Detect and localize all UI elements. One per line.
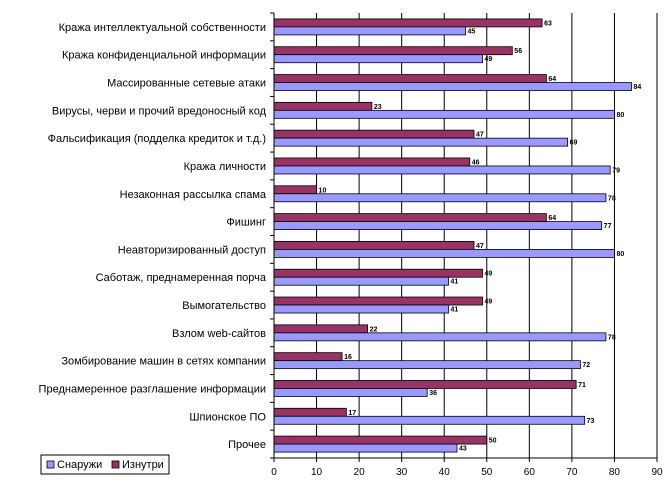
bar-inside-8: [273, 241, 475, 250]
bar-inside-15: [273, 435, 488, 445]
value-label-outside-6: 78: [608, 195, 616, 202]
category-label-2: Массированные сетевые атаки: [107, 78, 266, 90]
category-label-3: Вирусы, черви и прочий вредоносный код: [52, 105, 267, 117]
bar-outside-1: [273, 54, 483, 64]
bar-outside-13: [273, 388, 428, 397]
legend-box: [40, 454, 170, 475]
value-label-inside-10: 49: [485, 299, 493, 306]
category-label-9: Саботаж, преднамеренная порча: [96, 272, 267, 284]
legend-label-1: Изнутри: [122, 459, 164, 471]
bar-inside-2: [273, 74, 547, 83]
category-label-12: Зомбирование машин в сетях компании: [61, 356, 266, 368]
value-label-inside-15: 50: [489, 438, 497, 445]
category-label-7: Фишинг: [226, 217, 266, 229]
category-label-15: Прочее: [228, 439, 266, 451]
bar-inside-13: [273, 380, 577, 389]
value-label-inside-2: 64: [548, 76, 556, 83]
axes-group: Кража интеллектуальной собственности Краж…: [39, 12, 663, 478]
category-label-14: Шпионское ПО: [189, 411, 266, 423]
value-label-outside-9: 41: [450, 279, 458, 286]
value-label-outside-10: 41: [450, 307, 458, 314]
value-label-outside-4: 69: [570, 140, 578, 147]
category-label-0: Кража интеллектуальной собственности: [59, 22, 266, 34]
x-tick-label-70: 70: [566, 467, 578, 478]
x-tick-label-10: 10: [311, 467, 323, 478]
bar-outside-7: [273, 221, 603, 230]
value-label-inside-0: 63: [544, 20, 552, 27]
value-label-inside-14: 17: [348, 410, 356, 417]
bar-outside-11: [273, 332, 607, 342]
bar-outside-9: [273, 276, 449, 286]
value-label-inside-11: 22: [370, 326, 378, 333]
category-label-4: Фальсификация (подделка кредиток и т.д.): [48, 133, 266, 145]
x-tick-label-0: 0: [271, 467, 277, 478]
x-tick-label-80: 80: [609, 467, 621, 478]
value-label-outside-11: 78: [608, 334, 616, 341]
bar-inside-14: [273, 407, 347, 417]
bar-outside-15: [273, 443, 458, 453]
value-label-outside-14: 73: [587, 418, 595, 425]
legend: Снаружи Изнутри: [40, 454, 170, 475]
value-label-outside-15: 43: [459, 446, 467, 453]
value-label-outside-5: 79: [612, 167, 620, 174]
category-label-10: Вымогательство: [182, 300, 266, 312]
x-tick-label-20: 20: [354, 467, 366, 478]
category-label-1: Кража конфиденциальной информации: [62, 50, 266, 62]
bar-outside-8: [273, 249, 615, 258]
bar-outside-10: [273, 304, 449, 314]
bar-outside-14: [273, 415, 586, 425]
legend-swatch-1: [111, 460, 120, 469]
value-label-inside-4: 47: [476, 132, 484, 139]
value-label-inside-3: 23: [374, 104, 382, 111]
x-tick-label-40: 40: [439, 467, 451, 478]
bar-inside-12: [273, 352, 343, 362]
bar-outside-5: [273, 165, 611, 175]
value-label-inside-12: 16: [344, 354, 352, 361]
category-label-5: Кража личности: [184, 161, 266, 173]
bar-outside-3: [273, 109, 615, 119]
legend-swatch-0: [46, 460, 55, 469]
value-label-outside-13: 36: [429, 390, 437, 397]
x-tick-label-90: 90: [651, 467, 663, 478]
value-label-inside-1: 56: [514, 48, 522, 55]
bar-inside-6: [273, 185, 317, 195]
value-label-outside-8: 80: [616, 251, 624, 258]
value-label-inside-7: 64: [548, 215, 556, 222]
value-label-outside-0: 45: [468, 28, 476, 35]
bar-inside-0: [273, 18, 543, 28]
category-label-8: Неавторизированный доступ: [118, 244, 266, 256]
bar-outside-6: [273, 193, 607, 203]
bar-inside-10: [273, 296, 483, 306]
category-label-13: Преднамеренное разглашение информации: [39, 383, 266, 395]
category-label-11: Взлом web-сайтов: [172, 328, 266, 340]
value-label-inside-6: 10: [319, 187, 327, 194]
bar-inside-9: [273, 268, 483, 278]
bar-inside-1: [273, 46, 513, 56]
value-label-inside-9: 49: [485, 271, 493, 278]
bar-outside-2: [273, 82, 632, 91]
bar-inside-7: [273, 213, 547, 222]
bar-inside-3: [273, 101, 373, 111]
bar-inside-4: [273, 129, 475, 139]
value-label-inside-5: 46: [472, 159, 480, 166]
value-label-outside-3: 80: [616, 112, 624, 119]
legend-label-0: Снаружи: [57, 459, 102, 471]
category-label-6: Незаконная рассылка спама: [120, 189, 267, 201]
value-label-inside-13: 71: [578, 382, 586, 389]
x-tick-label-50: 50: [481, 467, 493, 478]
x-tick-label-60: 60: [524, 467, 536, 478]
value-label-outside-1: 49: [485, 56, 493, 63]
value-label-outside-2: 84: [633, 84, 641, 91]
x-tick-label-30: 30: [396, 467, 408, 478]
bar-inside-5: [273, 157, 471, 167]
value-label-outside-12: 72: [582, 362, 590, 369]
value-label-inside-8: 47: [476, 243, 484, 250]
value-label-outside-7: 77: [604, 223, 612, 230]
bar-outside-0: [273, 26, 466, 36]
bar-outside-12: [273, 360, 581, 370]
bar-outside-4: [273, 137, 569, 147]
bar-inside-11: [273, 324, 369, 334]
